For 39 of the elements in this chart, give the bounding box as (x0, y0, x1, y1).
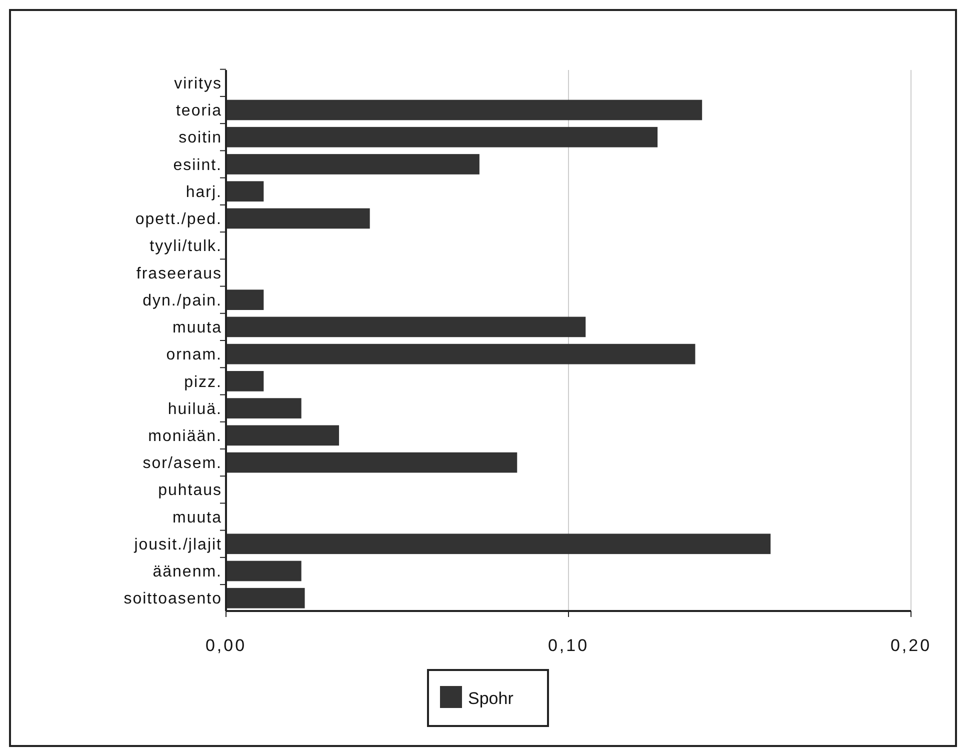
x-tick-label: 0,00 (205, 636, 247, 655)
bar (226, 425, 340, 446)
y-tick-label: soitin (178, 130, 222, 147)
y-tick-label: ornam. (166, 346, 222, 364)
bar (226, 344, 696, 364)
y-tick-label: jousit./jlajit (133, 536, 222, 554)
y-tick-label: harj. (186, 184, 222, 201)
y-tick-label: dyn./pain. (142, 292, 222, 310)
bar (226, 371, 264, 392)
y-tick-label: puhtaus (158, 482, 222, 500)
y-tick-label: fraseeraus (136, 265, 222, 282)
bar (226, 560, 302, 582)
y-tick-label: teoria (176, 102, 222, 120)
y-tick-label: viritys (174, 75, 222, 92)
y-tick-label: muuta (172, 509, 222, 526)
bar (226, 126, 658, 148)
bar (226, 208, 370, 229)
bar (226, 534, 771, 554)
y-tick-label: tyyli/tulk. (150, 238, 222, 256)
legend-label: Spohr (468, 688, 514, 708)
bar (226, 154, 480, 174)
y-tick-label: muuta (172, 320, 222, 337)
y-tick-label: moniään. (148, 428, 222, 446)
y-tick-label: esiint. (173, 156, 222, 174)
bar (226, 181, 264, 202)
y-tick-label: sor/asem. (142, 455, 222, 472)
x-tick-label: 0,20 (890, 636, 932, 655)
bar (226, 290, 264, 310)
bar (226, 316, 586, 338)
y-tick-label: opett./ped. (135, 211, 222, 228)
y-tick-label: pizz. (184, 374, 222, 391)
y-tick-label: soittoasento (124, 590, 222, 608)
y-tick-label: huiluä. (168, 400, 222, 418)
x-tick-label: 0,10 (548, 636, 590, 655)
bar (226, 452, 518, 473)
bar (226, 398, 302, 418)
bar (226, 588, 305, 608)
y-tick-label: äänenm. (152, 564, 222, 581)
bar (226, 100, 702, 120)
